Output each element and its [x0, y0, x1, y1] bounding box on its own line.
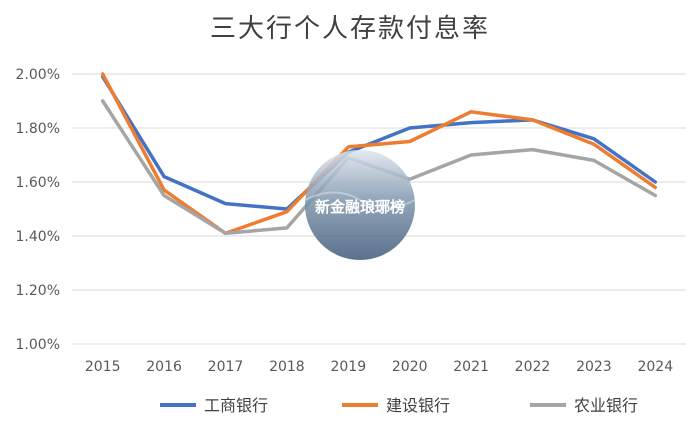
watermark-logo: 新金融琅琊榜	[304, 150, 416, 260]
watermark-circle	[305, 150, 415, 260]
y-tick-label: 2.00%	[16, 67, 60, 83]
x-tick-label: 2020	[392, 359, 428, 375]
x-tick-label: 2018	[269, 359, 305, 375]
legend-item-2: 农业银行	[530, 396, 638, 415]
y-tick-label: 1.00%	[16, 337, 60, 353]
x-tick-label: 2015	[85, 359, 121, 375]
y-tick-label: 1.20%	[16, 283, 60, 299]
series-line-0	[100, 74, 658, 211]
legend-item-0: 工商银行	[160, 396, 268, 415]
series-line-1	[100, 72, 658, 236]
x-tick-label: 2022	[515, 359, 551, 375]
x-tick-label: 2019	[330, 359, 366, 375]
x-tick-label: 2016	[146, 359, 182, 375]
legend-item-1: 建设银行	[342, 396, 450, 415]
y-tick-label: 1.60%	[16, 175, 60, 191]
watermark-text: 新金融琅琊榜	[315, 198, 405, 216]
y-tick-label: 1.40%	[16, 229, 60, 245]
x-tick-label: 2021	[453, 359, 489, 375]
y-axis-ticks: 1.00% 1.20% 1.40% 1.60% 1.80% 2.00%	[16, 67, 60, 353]
y-tick-label: 1.80%	[16, 121, 60, 137]
x-tick-label: 2024	[637, 359, 673, 375]
legend-label: 农业银行	[574, 396, 638, 415]
watermark-wave	[304, 191, 416, 209]
legend: 工商银行 建设银行 农业银行	[160, 396, 638, 415]
x-tick-label: 2017	[208, 359, 244, 375]
chart-title: 三大行个人存款付息率	[209, 14, 490, 44]
x-tick-label: 2023	[576, 359, 612, 375]
x-axis-ticks: 2015 2016 2017 2018 2019 2020 2021 2022 2023 2024	[85, 359, 673, 375]
legend-label: 建设银行	[386, 396, 450, 415]
legend-label: 工商银行	[204, 396, 268, 415]
